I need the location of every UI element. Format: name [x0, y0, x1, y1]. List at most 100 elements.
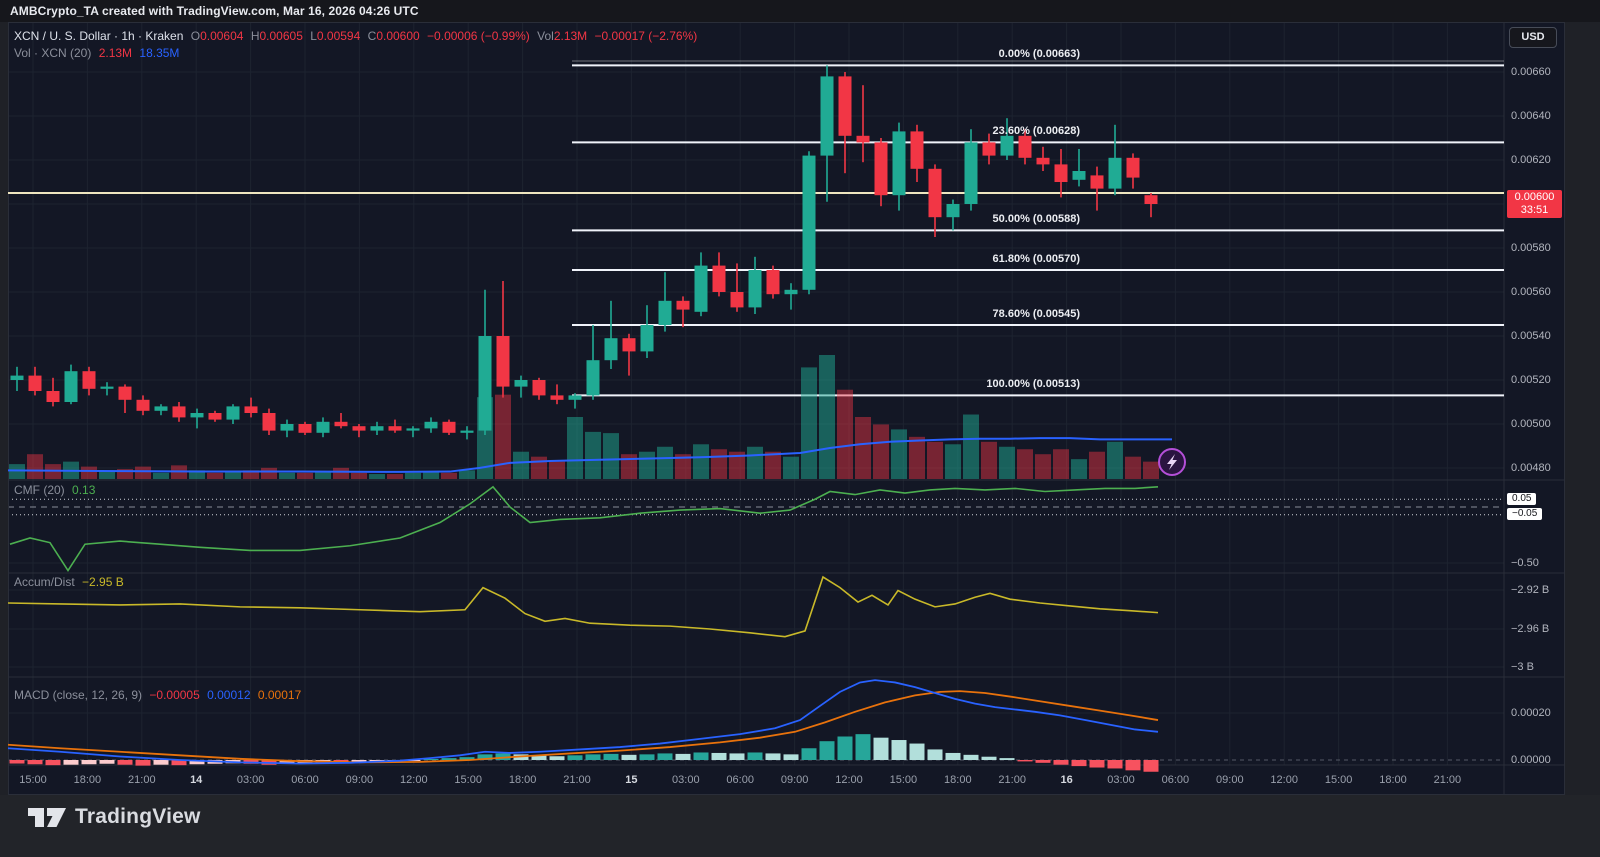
volume-bar — [855, 417, 871, 479]
macd-histogram-bar — [1017, 760, 1033, 762]
volume-bar — [513, 451, 529, 479]
macd-axis-tick: 0.00000 — [1511, 754, 1551, 766]
candle-body — [28, 375, 42, 391]
volume-bar — [297, 472, 313, 479]
macd-histogram-bar — [999, 758, 1015, 760]
volume-bar — [9, 464, 25, 479]
boost-icon[interactable] — [1158, 448, 1186, 476]
volume-bar — [837, 389, 853, 479]
macd-histogram-bar — [945, 752, 961, 760]
fib-level-label: 0.00% (0.00663) — [998, 48, 1080, 61]
cmf-title[interactable]: CMF (20) — [14, 483, 65, 497]
volume-bar — [1143, 461, 1159, 479]
fib-level-label: 100.00% (0.00513) — [986, 378, 1080, 391]
time-axis-tick: 15 — [625, 774, 638, 786]
candle-body — [982, 142, 996, 156]
accum-dist-title[interactable]: Accum/Dist — [14, 575, 75, 589]
fib-level-label: 78.60% (0.00545) — [992, 308, 1080, 320]
candle-body — [856, 135, 870, 143]
volume-bar — [729, 451, 745, 479]
time-axis-tick: 15:00 — [889, 774, 918, 786]
candle-body — [1018, 135, 1032, 158]
volume-bar — [585, 431, 601, 479]
candle-body — [928, 168, 942, 218]
price-axis-tick: 0.00500 — [1511, 418, 1551, 430]
last-price-badge: 0.00600 33:51 — [1507, 190, 1562, 218]
close-label: C — [367, 29, 377, 43]
price-axis-tick: 0.00520 — [1511, 374, 1551, 386]
volume-bar — [27, 454, 43, 479]
volume-bar — [1089, 451, 1105, 479]
candle-body — [82, 371, 96, 389]
macd-histogram-bar — [531, 755, 547, 760]
candle-body — [676, 300, 690, 310]
candle-body — [730, 292, 744, 308]
volume-bar — [207, 472, 223, 479]
price-axis-tick: 0.00660 — [1511, 66, 1551, 78]
macd-histogram-bar — [855, 734, 871, 760]
macd-line-value: 0.00012 — [207, 688, 251, 702]
time-axis-tick: 18:00 — [944, 774, 972, 786]
macd-histogram-bar — [585, 754, 601, 760]
candle-body — [622, 338, 636, 352]
macd-histogram-bar — [1071, 760, 1087, 767]
close-value: 0.00600 — [376, 29, 420, 43]
macd-histogram-bar — [45, 760, 61, 766]
currency-toggle-button[interactable]: USD — [1509, 27, 1557, 48]
volume-bar — [423, 471, 439, 479]
volume-bar — [459, 470, 475, 479]
macd-histogram-bar — [63, 760, 79, 765]
volume-bar — [765, 451, 781, 479]
accum-dist-axis-tick: −3 B — [1511, 661, 1534, 673]
symbol-title[interactable]: XCN / U. S. Dollar · 1h · Kraken — [14, 29, 184, 43]
volume-bar — [495, 394, 511, 479]
volume-bar — [711, 449, 727, 479]
volume-bar — [963, 414, 979, 479]
candle-body — [388, 426, 402, 431]
price-axis-tick: 0.00540 — [1511, 330, 1551, 342]
candle-body — [784, 289, 798, 295]
volume-bar — [99, 471, 115, 479]
candle-body — [136, 399, 150, 411]
volume-bar — [189, 470, 205, 479]
macd-histogram-bar — [1107, 760, 1123, 769]
volume-bar — [153, 472, 169, 479]
macd-histogram-bar — [1089, 760, 1105, 768]
candle-body — [1090, 175, 1104, 189]
candle-body — [694, 265, 708, 312]
time-axis-tick: 18:00 — [508, 774, 537, 786]
volume-bar — [819, 355, 835, 479]
macd-hist-value: −0.00005 — [149, 688, 200, 702]
volume-bar — [999, 446, 1015, 479]
candle-body — [1054, 164, 1068, 182]
volume-bar — [657, 446, 673, 479]
macd-histogram-bar — [693, 752, 709, 760]
volume-bar — [81, 466, 97, 479]
macd-histogram-bar — [81, 760, 97, 765]
time-axis-tick: 09:00 — [780, 774, 809, 786]
main-legend-row2: Vol · XCN (20) 2.13M 18.35M — [14, 46, 183, 60]
candle-body — [226, 406, 240, 420]
candle-body — [460, 430, 474, 433]
time-axis-tick: 12:00 — [400, 774, 428, 786]
candle-body — [442, 421, 456, 433]
volume-bar — [621, 454, 637, 479]
tradingview-logo-text: TradingView — [75, 805, 201, 828]
vol-indicator-title[interactable]: Vol · XCN (20) — [14, 46, 92, 60]
macd-title[interactable]: MACD (close, 12, 26, 9) — [14, 688, 143, 702]
candle-body — [118, 386, 132, 400]
candle-body — [658, 300, 672, 325]
macd-histogram-bar — [729, 753, 745, 760]
time-axis-tick: 09:00 — [1216, 774, 1244, 786]
candle-body — [802, 155, 816, 290]
candle-body — [208, 413, 222, 420]
time-axis-tick: 12:00 — [835, 774, 863, 786]
macd-histogram-bar — [135, 760, 151, 766]
tradingview-logo[interactable]: TradingView — [28, 803, 201, 831]
volume-bar — [279, 472, 295, 479]
macd-histogram-bar — [567, 755, 583, 760]
macd-histogram-bar — [171, 760, 187, 766]
chart-background — [8, 22, 1565, 795]
bottom-strip — [0, 795, 1600, 857]
